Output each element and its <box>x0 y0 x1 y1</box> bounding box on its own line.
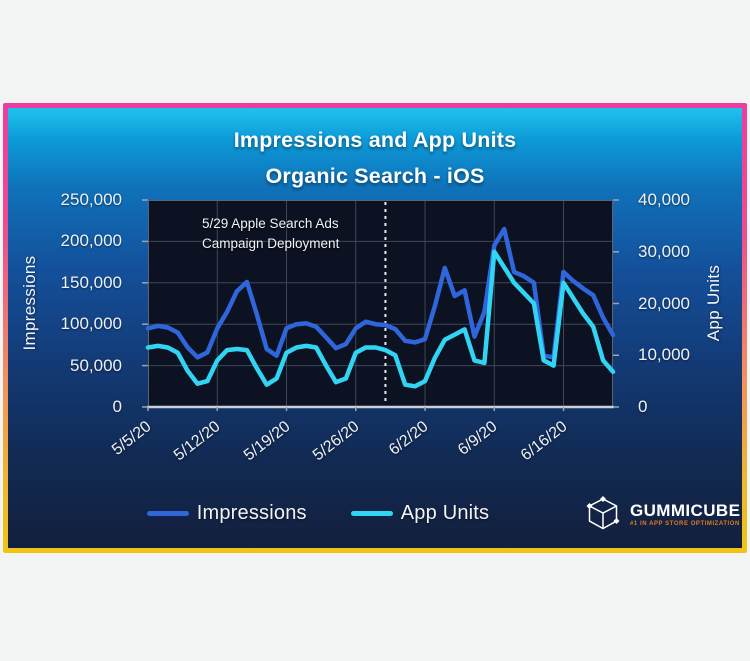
chart-title-line2: Organic Search - iOS <box>265 164 485 188</box>
brand-name: GUMMICUBE <box>630 500 741 520</box>
left-axis-tick-label: 200,000 <box>60 231 122 251</box>
chart-title-line1: Impressions and App Units <box>233 128 517 152</box>
legend-label: Impressions <box>196 502 307 524</box>
legend-item-impressions: Impressions <box>146 502 307 525</box>
logo-wordmark: GUMMICUBE #1 IN APP STORE OPTIMIZATION <box>630 500 741 527</box>
app-units-line <box>145 249 616 389</box>
plot-area: 5/29 Apple Search Ads Campaign Deploymen… <box>142 199 619 411</box>
right-axis-tick-label: 20,000 <box>638 293 690 313</box>
legend-swatch <box>146 511 189 516</box>
brand-tagline: #1 IN APP STORE OPTIMIZATION <box>630 520 740 527</box>
legend-item-app-units: App Units <box>350 502 490 525</box>
x-axis-tick-label: 5/12/20 <box>171 418 224 465</box>
x-axis-tick-label: 5/26/20 <box>309 418 363 465</box>
right-axis-tick-label: 30,000 <box>638 241 690 261</box>
right-axis-tick-label: 0 <box>638 397 648 416</box>
x-axis-tick-label: 5/19/20 <box>240 418 293 465</box>
right-axis-tick-labels: 40,000 30,000 20,000 10,000 0 <box>638 190 733 416</box>
campaign-annotation: 5/29 Apple Search Ads Campaign Deploymen… <box>202 214 339 254</box>
gradient-border-frame: Impressions and App Units Organic Search… <box>3 103 747 553</box>
right-axis-tick-label: 10,000 <box>638 345 690 365</box>
chart-card: Impressions and App Units Organic Search… <box>8 108 742 548</box>
legend-swatch <box>350 511 393 516</box>
legend-label: App Units <box>400 502 490 524</box>
left-axis-tick-labels: 250,000 200,000 150,000 100,000 50,000 0 <box>8 190 122 416</box>
x-axis-tick-label: 5/5/20 <box>108 418 155 459</box>
x-axis-tick-label: 6/2/20 <box>385 418 432 459</box>
left-axis-tick-label: 250,000 <box>60 190 122 209</box>
left-axis-tick-label: 0 <box>112 397 122 416</box>
gummicube-logo: GUMMICUBE #1 IN APP STORE OPTIMIZATION <box>583 494 740 534</box>
chart-canvas <box>142 199 619 411</box>
chart-legend: Impressions App Units <box>8 502 628 525</box>
x-axis-tick-label: 6/16/20 <box>517 418 570 465</box>
x-axis-tick-labels: 5/5/20 5/12/20 5/19/20 5/26/20 6/2/20 6/9/20 6… <box>109 408 613 488</box>
x-axis-tick-label: 6/9/20 <box>455 418 501 459</box>
chart-title: Impressions and App Units Organic Search… <box>8 122 742 194</box>
left-axis-tick-label: 50,000 <box>70 355 122 375</box>
annotation-line2: Campaign Deployment <box>202 236 340 251</box>
right-axis-tick-label: 40,000 <box>638 190 690 209</box>
left-axis-tick-label: 150,000 <box>60 272 122 292</box>
cube-icon <box>586 496 620 530</box>
left-axis-tick-label: 100,000 <box>60 314 122 334</box>
annotation-line1: 5/29 Apple Search Ads <box>202 216 339 231</box>
impressions-line <box>145 226 616 360</box>
